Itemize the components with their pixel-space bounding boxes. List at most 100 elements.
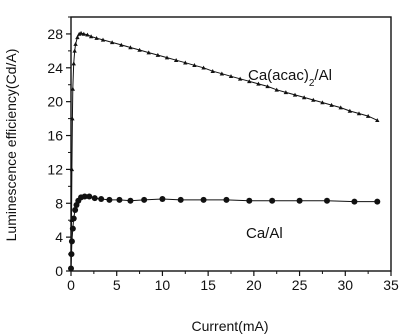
- data-point-circle: [68, 251, 75, 258]
- data-point-triangle: [75, 35, 80, 40]
- data-point-circle: [68, 238, 75, 245]
- data-point-triangle: [94, 35, 99, 40]
- series-label-ca-acac2-al: Ca(acac)2/Al: [248, 67, 332, 89]
- data-point-circle: [159, 196, 166, 203]
- data-point-circle: [324, 197, 330, 204]
- data-point-triangle: [375, 118, 380, 123]
- data-point-circle: [296, 197, 303, 204]
- x-tick-label: 30: [337, 277, 353, 293]
- data-point-triangle: [81, 31, 86, 36]
- data-point-triangle: [78, 30, 84, 35]
- data-point-circle: [68, 265, 74, 272]
- data-point-triangle: [365, 113, 371, 118]
- series-label-ca-al: Ca/Al: [246, 225, 283, 242]
- data-point-triangle: [247, 79, 252, 84]
- y-axis-ticks: 0 4 8 12 16 20 24 28: [47, 16, 71, 279]
- y-tick-label: 4: [55, 229, 63, 245]
- y-tick-label: 12: [47, 161, 63, 177]
- x-tick-label: 10: [155, 277, 171, 293]
- data-point-triangle: [292, 92, 298, 97]
- data-point-triangle: [119, 42, 124, 47]
- data-point-circle: [374, 198, 381, 205]
- data-point-triangle: [356, 111, 362, 116]
- data-point-circle: [106, 196, 113, 203]
- x-axis-ticks: 0 5 10 15 20 25 30 35: [67, 271, 399, 293]
- plot-border: [70, 16, 392, 272]
- series-label-subscript: 2: [309, 78, 315, 89]
- data-point-circle: [141, 196, 148, 203]
- data-point-circle: [91, 195, 98, 202]
- y-axis-title: Luminescence efficiency(Cd/A): [3, 49, 19, 242]
- data-point-triangle: [164, 55, 170, 60]
- data-point-triangle: [274, 87, 279, 92]
- data-point-circle: [70, 215, 77, 222]
- data-point-triangle: [128, 45, 133, 50]
- data-point-triangle: [228, 74, 234, 79]
- data-point-triangle: [183, 60, 188, 65]
- series-line: [70, 196, 378, 269]
- data-point-circle: [98, 196, 105, 203]
- data-point-circle: [116, 196, 123, 203]
- data-point-circle: [72, 207, 79, 214]
- data-point-triangle: [329, 102, 334, 107]
- data-point-circle: [69, 225, 76, 232]
- data-point-triangle: [256, 81, 261, 86]
- plot-frame: [70, 16, 392, 272]
- data-point-circle: [86, 193, 93, 200]
- data-point-triangle: [219, 71, 225, 76]
- data-point-circle: [223, 196, 230, 203]
- x-tick-label: 20: [246, 277, 262, 293]
- data-point-triangle: [301, 95, 307, 100]
- data-point-triangle: [146, 50, 151, 55]
- data-point-circle: [81, 193, 88, 200]
- data-point-triangle: [70, 86, 76, 91]
- data-point-triangle: [338, 105, 343, 110]
- data-point-triangle: [72, 48, 77, 53]
- data-point-triangle: [210, 68, 215, 73]
- data-point-triangle: [192, 63, 197, 68]
- y-tick-label: 20: [47, 94, 63, 110]
- data-point-triangle: [88, 34, 94, 39]
- series-line: [70, 32, 378, 269]
- y-tick-label: 8: [55, 195, 63, 211]
- data-point-triangle: [137, 47, 142, 52]
- data-point-triangle: [70, 116, 75, 121]
- y-tick-label: 24: [47, 60, 63, 76]
- data-point-circle: [269, 197, 276, 204]
- data-point-circle: [351, 198, 358, 205]
- data-point-triangle: [85, 32, 90, 37]
- data-point-circle: [127, 197, 134, 204]
- data-point-triangle: [311, 97, 316, 102]
- data-point-triangle: [155, 52, 161, 57]
- data-point-circle: [177, 196, 184, 203]
- series-label-tail: /Al: [314, 67, 332, 84]
- data-point-triangle: [173, 57, 179, 62]
- data-point-triangle: [265, 84, 270, 89]
- data-point-triangle: [320, 100, 325, 105]
- x-axis-title: Current(mA): [191, 318, 268, 334]
- series-layer: [68, 30, 381, 272]
- data-point-triangle: [73, 41, 78, 46]
- data-point-triangle: [347, 108, 353, 113]
- data-point-triangle: [71, 61, 76, 66]
- data-point-triangle: [100, 37, 106, 42]
- data-point-triangle: [237, 76, 243, 81]
- x-tick-label: 35: [383, 277, 399, 293]
- y-tick-label: 28: [47, 26, 63, 42]
- data-point-triangle: [201, 65, 206, 70]
- y-tick-label: 0: [55, 263, 63, 279]
- data-point-triangle: [69, 167, 75, 172]
- data-point-circle: [200, 196, 207, 203]
- series-ca-acac2-al: [68, 30, 380, 271]
- x-tick-label: 5: [113, 277, 121, 293]
- series-label-main: Ca(acac): [248, 67, 309, 84]
- data-point-circle: [246, 197, 253, 204]
- x-tick-label: 15: [200, 277, 216, 293]
- x-tick-label: 25: [292, 277, 308, 293]
- series-ca-al: [68, 193, 381, 272]
- data-point-triangle: [109, 40, 115, 45]
- x-tick-label: 0: [67, 277, 75, 293]
- y-tick-label: 16: [47, 128, 63, 144]
- data-point-triangle: [283, 90, 289, 95]
